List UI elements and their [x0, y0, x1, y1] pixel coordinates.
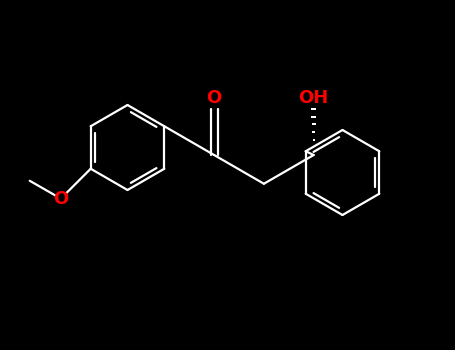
Text: O: O	[53, 190, 68, 208]
Text: OH: OH	[298, 89, 329, 107]
Text: O: O	[207, 89, 222, 107]
